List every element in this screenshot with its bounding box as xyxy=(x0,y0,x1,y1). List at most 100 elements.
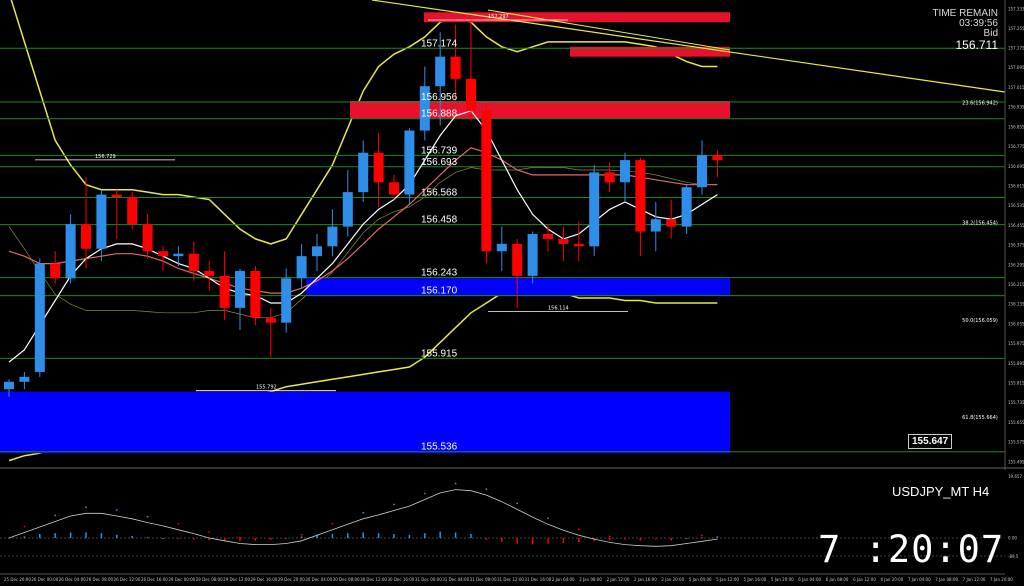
bid-price: 156.711 xyxy=(955,38,999,52)
candle-body xyxy=(373,152,384,183)
time-axis: 25 Dec 20:00 26 Dec 00:00 26 Dec 04:00 26 D… xyxy=(4,577,1013,582)
supply-zone xyxy=(350,100,730,119)
mark-label: 156.729 xyxy=(95,154,116,160)
price-tick: 157.333 xyxy=(1008,7,1024,12)
level-label: 156.170 xyxy=(421,286,458,297)
osc-dot xyxy=(54,514,57,517)
osc-bar xyxy=(485,538,488,540)
time-remain-value: 03:39:56 xyxy=(959,18,998,29)
ma-fast-line xyxy=(8,110,718,363)
osc-bar xyxy=(531,538,534,545)
osc-dot xyxy=(177,522,180,525)
supply-zone xyxy=(424,12,730,23)
osc-bar xyxy=(424,533,426,538)
demand-zone xyxy=(0,391,730,454)
candle-body xyxy=(142,224,153,252)
trend-lines xyxy=(371,0,1006,93)
time-tick: 29 Dec 16:00 xyxy=(251,577,278,582)
ma-slow-line xyxy=(8,147,718,294)
osc-bar xyxy=(39,534,41,538)
price-tick: 156.135 xyxy=(1008,302,1024,307)
osc-dot xyxy=(300,533,303,536)
time-tick: 25 Dec 20:00 xyxy=(4,577,31,582)
price-tick: 155.895 xyxy=(1008,361,1024,366)
trendline-inner xyxy=(487,9,731,51)
candle-body xyxy=(127,197,138,225)
osc-bar xyxy=(593,538,595,542)
candle-body xyxy=(681,187,692,227)
candle-body xyxy=(604,172,615,183)
price-tick: 156.935 xyxy=(1008,105,1024,110)
candle-body xyxy=(496,243,507,252)
candle-body xyxy=(4,381,14,390)
level-label: 156.739 xyxy=(421,145,458,156)
candle-body xyxy=(158,251,168,257)
level-label: 156.956 xyxy=(421,92,458,103)
time-tick: 30 Dec 12:00 xyxy=(360,577,387,582)
osc-bar xyxy=(562,538,565,543)
candle-body xyxy=(50,263,61,279)
osc-bar xyxy=(377,533,380,538)
demand-zone xyxy=(306,278,730,296)
osc-bar xyxy=(177,538,180,539)
osc-dot xyxy=(208,531,211,533)
time-tick: 7 Jan 12:00 xyxy=(963,577,986,582)
candle-body xyxy=(389,182,399,195)
candle-body xyxy=(358,152,369,193)
candle-body xyxy=(19,376,30,382)
candle-body xyxy=(620,160,630,183)
price-tick: 156.855 xyxy=(1008,124,1024,129)
time-tick: 26 Dec 00:00 xyxy=(31,577,58,582)
candle-body xyxy=(450,56,461,79)
price-tick: 155.495 xyxy=(1008,459,1024,464)
osc-bar xyxy=(685,538,688,539)
clock-display: 7 :20:07 xyxy=(818,528,1005,571)
osc-bar xyxy=(701,537,703,539)
time-remain-label: TIME REMAIN xyxy=(932,8,998,19)
oscillator-pane xyxy=(0,482,1005,557)
osc-bar xyxy=(285,538,287,539)
candle-body xyxy=(666,219,677,227)
time-tick: 2 Jan 04:00 xyxy=(552,577,575,582)
time-tick: 26 Dec 08:00 xyxy=(86,577,113,582)
osc-dot xyxy=(239,536,241,539)
candle-body xyxy=(235,270,245,308)
candle-body xyxy=(296,256,307,279)
candle-body xyxy=(543,234,553,239)
osc-dot xyxy=(115,509,118,511)
price-tick: 155.735 xyxy=(1008,400,1024,405)
bb-upper-line xyxy=(10,0,718,245)
time-tick: 26 Dec 04:00 xyxy=(59,577,86,582)
osc-dot xyxy=(423,492,426,495)
osc-bar xyxy=(223,538,226,542)
time-tick: 31 Dec 12:00 xyxy=(497,577,524,582)
candles xyxy=(4,19,723,397)
osc-dot xyxy=(146,515,149,518)
osc-bar xyxy=(300,536,303,538)
candle-body xyxy=(481,110,492,252)
osc-bar xyxy=(547,538,549,544)
candle-body xyxy=(527,234,538,276)
time-tick: 7 Jan 20:00 xyxy=(990,577,1013,582)
candle-body xyxy=(712,155,723,161)
candle-body xyxy=(435,56,446,87)
horizontal-levels xyxy=(0,47,1005,453)
candle-body xyxy=(34,263,45,372)
time-tick: 6 Jan 08:00 xyxy=(826,577,849,582)
osc-dot xyxy=(701,534,703,537)
candle-body xyxy=(65,224,76,279)
osc-bar xyxy=(516,538,518,544)
osc-bar xyxy=(362,532,364,538)
candle-body xyxy=(573,243,584,247)
osc-dot xyxy=(23,525,26,528)
candle-body xyxy=(635,160,646,232)
time-tick: 29 Dec 00:00 xyxy=(168,577,195,582)
time-tick: 29 Dec 20:00 xyxy=(278,577,305,582)
osc-bar xyxy=(54,533,56,538)
level-label: 156.458 xyxy=(421,215,458,226)
time-tick: 2 Jan 08:00 xyxy=(579,577,602,582)
bollinger-bands xyxy=(8,0,718,462)
osc-bar xyxy=(470,534,472,538)
